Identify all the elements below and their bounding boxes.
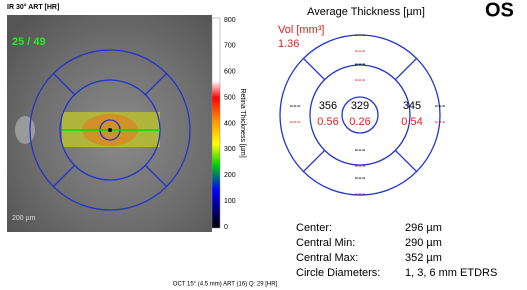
color-scale-label: Retina Thickness [µm] <box>239 88 246 157</box>
sector-volume: --- <box>290 116 301 128</box>
sector-volume: --- <box>355 74 366 86</box>
color-scale-tick: 200 <box>224 172 236 179</box>
sector-volume: 0.26 <box>349 116 370 128</box>
sector-volume: --- <box>355 188 366 200</box>
sector-volume: 0.56 <box>317 116 338 128</box>
color-scale-tick: 400 <box>224 120 236 127</box>
sector-thickness: --- <box>290 100 301 112</box>
stat-value: 352 µm <box>405 252 442 264</box>
sector-thickness: --- <box>355 172 366 184</box>
color-scale-tick: 300 <box>224 146 236 153</box>
sector-volume: --- <box>355 160 366 172</box>
sector-volume: --- <box>355 45 366 57</box>
sector-thickness: --- <box>355 29 366 41</box>
color-scale-tick: 600 <box>224 69 236 76</box>
sector-volume: 0.54 <box>401 116 422 128</box>
scale-bar: 200 µm <box>12 215 36 222</box>
sector-thickness: --- <box>355 144 366 156</box>
fundus-title: IR 30° ART [HR] <box>7 3 59 11</box>
footer: OCT 15° (4.5 mm) ART (16) Q: 29 [HR] <box>173 282 278 288</box>
stat-label: Center: <box>296 222 332 234</box>
color-scale-tick: 0 <box>224 224 228 231</box>
stat-value: 1, 3, 6 mm ETDRS <box>405 267 497 279</box>
fovea-marker <box>108 128 112 132</box>
scan-counter: 25 / 49 <box>12 36 46 48</box>
stat-label: Central Min: <box>296 237 355 249</box>
optic-disc <box>15 116 35 144</box>
eye-label: OS <box>485 0 514 21</box>
total-volume: 1.36 <box>278 38 299 50</box>
stat-value: 290 µm <box>405 237 442 249</box>
stat-label: Circle Diameters: <box>296 267 380 279</box>
color-scale-tick: 700 <box>224 43 236 50</box>
sector-thickness: 356 <box>319 100 337 112</box>
sector-thickness: --- <box>355 58 366 70</box>
color-scale-tick: 800 <box>224 17 236 24</box>
sector-volume: --- <box>435 116 446 128</box>
oct-report: IR 30° ART [HR] 25 / 49 200 µm 800 700 600… <box>0 0 527 290</box>
map-title: Average Thickness [µm] <box>307 6 425 18</box>
color-scale-tick: 500 <box>224 94 236 101</box>
color-bar <box>212 18 220 228</box>
volume-label: Vol [mm³] <box>278 24 324 36</box>
stat-value: 296 µm <box>405 222 442 234</box>
sector-thickness: 345 <box>403 100 421 112</box>
stat-label: Central Max: <box>296 252 358 264</box>
sector-thickness: 329 <box>351 100 369 112</box>
sector-thickness: --- <box>435 100 446 112</box>
color-scale-tick: 100 <box>224 198 236 205</box>
